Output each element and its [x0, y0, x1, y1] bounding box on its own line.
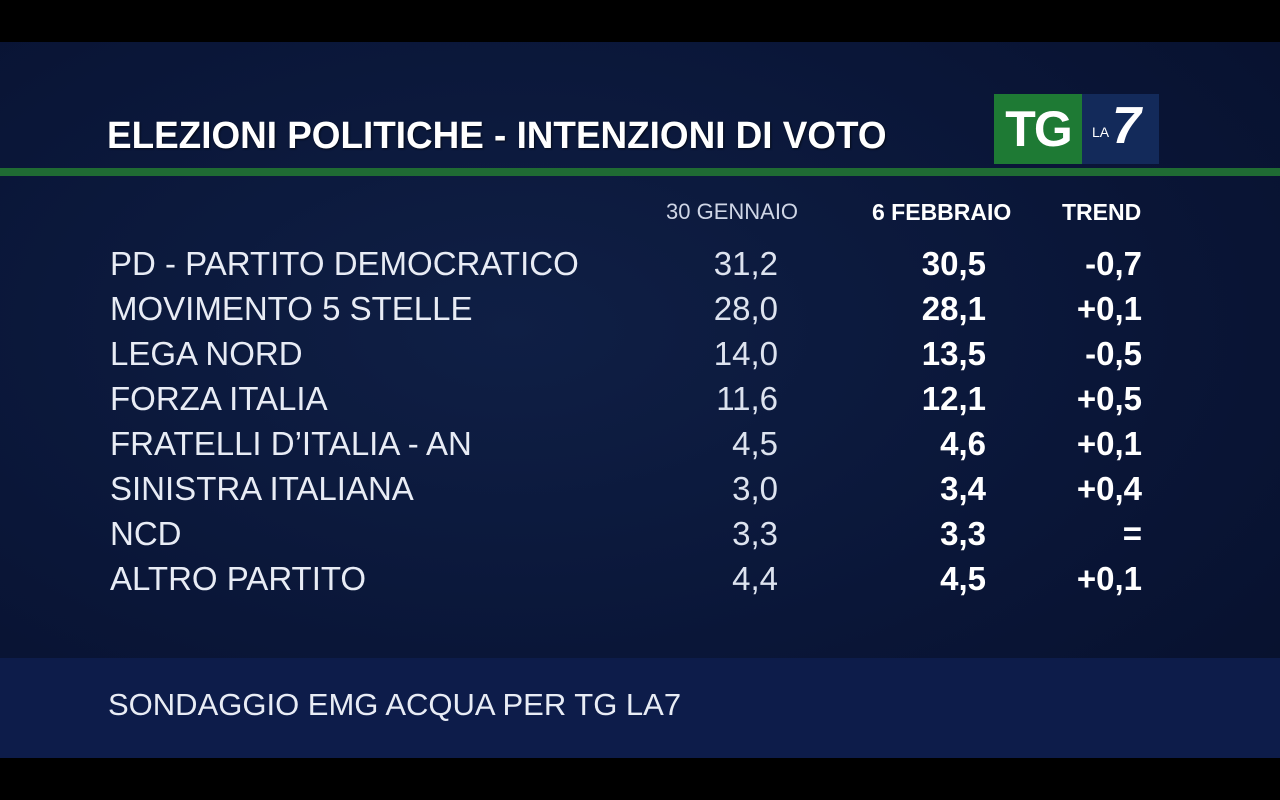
party-name: PD - PARTITO DEMOCRATICO: [110, 245, 579, 282]
party-name: LEGA NORD: [110, 335, 303, 372]
table-row: MOVIMENTO 5 STELLE 28,0 28,1 +0,1: [0, 286, 1280, 331]
value-30-gennaio: 4,4: [732, 560, 778, 597]
value-30-gennaio: 31,2: [713, 245, 778, 282]
title-divider: [0, 168, 1280, 176]
page-title: ELEZIONI POLITICHE - INTENZIONI DI VOTO: [107, 115, 887, 157]
logo-seven: 7: [1112, 97, 1141, 155]
value-30-gennaio: 11,6: [716, 380, 778, 417]
source-caption: SONDAGGIO EMG ACQUA PER TG LA7: [108, 687, 682, 722]
value-trend: +0,5: [1076, 380, 1142, 417]
party-name: SINISTRA ITALIANA: [110, 470, 414, 507]
value-6-febbraio: 28,1: [921, 290, 986, 327]
column-header-trend: TREND: [1062, 199, 1142, 225]
value-6-febbraio: 3,4: [940, 470, 986, 507]
value-6-febbraio: 30,5: [921, 245, 986, 282]
value-6-febbraio: 13,5: [921, 335, 986, 372]
column-header-feb: 6 FEBBRAIO: [872, 199, 1012, 225]
logo-la7: LA 7: [1082, 94, 1159, 164]
value-30-gennaio: 3,3: [732, 515, 778, 552]
table-row: FORZA ITALIA 11,6 12,1 +0,5: [0, 376, 1280, 421]
footer-bar: [0, 658, 1280, 758]
party-name: MOVIMENTO 5 STELLE: [110, 290, 473, 327]
table-row: ALTRO PARTITO 4,4 4,5 +0,1: [0, 556, 1280, 601]
value-30-gennaio: 3,0: [732, 470, 778, 507]
value-trend: -0,5: [1085, 335, 1142, 372]
logo-la: LA: [1092, 124, 1110, 140]
party-name: NCD: [110, 515, 182, 552]
value-trend: +0,4: [1076, 470, 1142, 507]
value-6-febbraio: 12,1: [921, 380, 986, 417]
party-name: FRATELLI D’ITALIA - AN: [110, 425, 472, 462]
value-30-gennaio: 28,0: [713, 290, 778, 327]
value-6-febbraio: 4,6: [940, 425, 986, 462]
tg-la7-logo: TG LA 7: [994, 94, 1159, 164]
value-30-gennaio: 4,5: [732, 425, 778, 462]
value-6-febbraio: 3,3: [940, 515, 986, 552]
table-row: FRATELLI D’ITALIA - AN 4,5 4,6 +0,1: [0, 421, 1280, 466]
value-trend: +0,1: [1076, 560, 1142, 597]
table-row: SINISTRA ITALIANA 3,0 3,4 +0,4: [0, 466, 1280, 511]
party-name: FORZA ITALIA: [110, 380, 328, 417]
value-6-febbraio: 4,5: [940, 560, 986, 597]
value-trend: +0,1: [1076, 290, 1142, 327]
table-row: NCD 3,3 3,3 =: [0, 511, 1280, 556]
column-header-jan: 30 GENNAIO: [666, 199, 799, 224]
table-row: PD - PARTITO DEMOCRATICO 31,2 30,5 -0,7: [0, 241, 1280, 286]
value-trend: =: [1122, 515, 1142, 552]
poll-graphic: ELEZIONI POLITICHE - INTENZIONI DI VOTO …: [0, 42, 1280, 758]
logo-tg: TG: [994, 94, 1082, 164]
value-trend: +0,1: [1076, 425, 1142, 462]
table-row: LEGA NORD 14,0 13,5 -0,5: [0, 331, 1280, 376]
value-trend: -0,7: [1085, 245, 1142, 282]
value-30-gennaio: 14,0: [713, 335, 778, 372]
party-name: ALTRO PARTITO: [110, 560, 367, 597]
